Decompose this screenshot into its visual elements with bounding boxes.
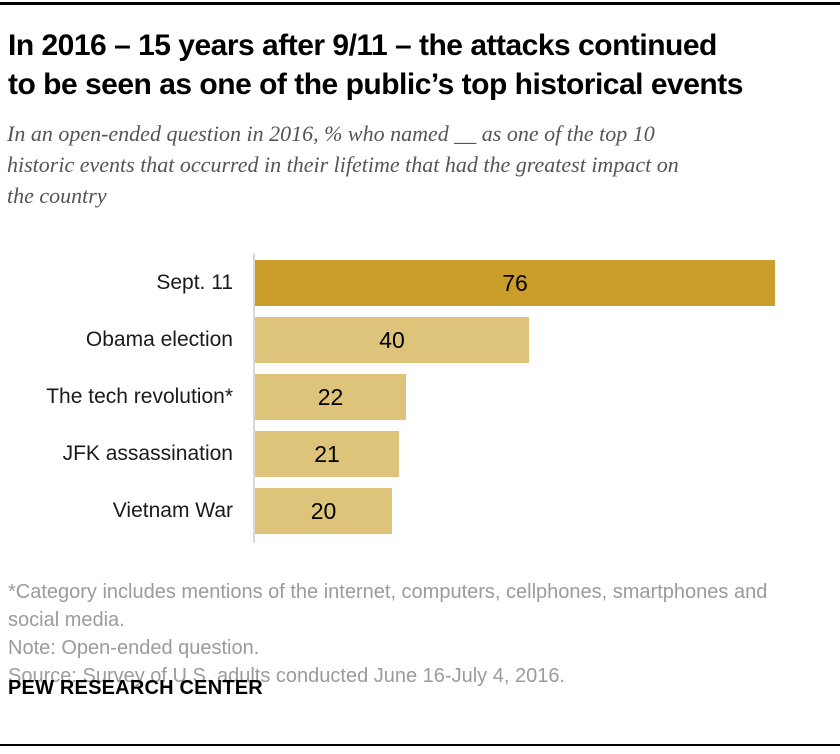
- footnote-source: Source: Survey of U.S. adults conducted …: [8, 665, 565, 687]
- footnote-note: Note: Open-ended question.: [8, 637, 260, 659]
- bar-label: The tech revolution*: [46, 385, 233, 408]
- bar-label: Obama election: [85, 328, 233, 351]
- bar: 21: [255, 431, 399, 477]
- bar: 20: [255, 488, 392, 534]
- bar-value: 76: [502, 269, 528, 296]
- bar: 22: [255, 374, 406, 420]
- bar-row-obama-election: Obama election 40: [0, 317, 840, 363]
- bar-value: 21: [314, 440, 340, 467]
- bar: 76: [255, 260, 775, 306]
- bar-label: Vietnam War: [112, 499, 233, 522]
- bar-value: 22: [317, 383, 344, 410]
- top-divider: [0, 2, 840, 5]
- bar-row-jfk-assassination: JFK assassination 21: [0, 431, 840, 477]
- bar-row-vietnam-war: Vietnam War 20: [0, 488, 840, 534]
- title-line-1: In 2016 – 15 years after 9/11 – the atta…: [8, 29, 717, 62]
- subtitle-line-2: historic events that occurred in their l…: [7, 152, 679, 177]
- pew-research-center-wordmark: PEW RESEARCH CENTER: [8, 677, 263, 699]
- bar-value: 20: [310, 497, 337, 524]
- chart-baseline-axis: [253, 253, 255, 543]
- subtitle-line-3: the country: [7, 183, 107, 208]
- bottom-divider: [0, 744, 840, 746]
- bar-value: 40: [379, 326, 405, 353]
- chart-subtitle: In an open-ended question in 2016, % who…: [7, 118, 835, 211]
- bar-row-tech-revolution: The tech revolution* 22: [0, 374, 840, 420]
- bar: 40: [255, 317, 529, 363]
- bar-label: Sept. 11: [156, 271, 233, 294]
- bar-row-sept11: Sept. 11 76: [0, 260, 840, 306]
- title-line-2: to be seen as one of the public’s top hi…: [8, 68, 743, 101]
- footnote-asterisk: *Category includes mentions of the inter…: [8, 581, 768, 631]
- bar-label: JFK assassination: [62, 442, 233, 465]
- bar-chart: Sept. 11 76 Obama election 40 The tech r…: [0, 260, 840, 545]
- subtitle-line-1: In an open-ended question in 2016, % who…: [7, 121, 655, 146]
- footnotes: *Category includes mentions of the inter…: [8, 578, 798, 690]
- page-title: In 2016 – 15 years after 9/11 – the atta…: [8, 26, 836, 104]
